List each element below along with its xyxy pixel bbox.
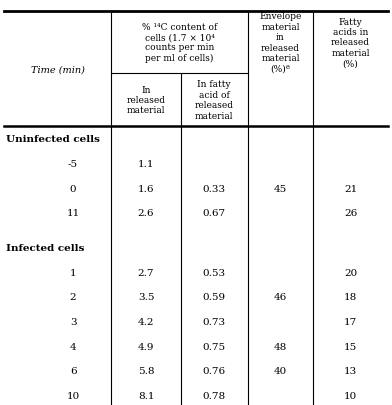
Text: 45: 45 [274,184,287,193]
Text: 0.73: 0.73 [203,317,226,326]
Text: 20: 20 [344,268,357,277]
Text: Envelope
material
in
released
material
(%)ª: Envelope material in released material (… [260,12,302,73]
Text: 8.1: 8.1 [138,391,154,400]
Text: 2: 2 [70,292,76,301]
Text: 11: 11 [66,209,80,218]
Text: 1.1: 1.1 [138,160,154,168]
Text: Uninfected cells: Uninfected cells [6,135,100,144]
Text: 0.75: 0.75 [203,342,226,351]
Text: Time (min): Time (min) [31,65,85,74]
Text: 5.8: 5.8 [138,366,154,375]
Text: 10: 10 [344,391,357,400]
Text: 1: 1 [70,268,76,277]
Text: 0: 0 [70,184,76,193]
Text: 1.6: 1.6 [138,184,154,193]
Text: In fatty
acid of
released
material: In fatty acid of released material [195,80,234,120]
Text: -5: -5 [68,160,78,168]
Text: Fatty
acids in
released
material
(%): Fatty acids in released material (%) [331,17,370,68]
Text: 0.76: 0.76 [203,366,226,375]
Text: 0.59: 0.59 [203,292,226,301]
Text: 40: 40 [274,366,287,375]
Text: 18: 18 [344,292,357,301]
Text: 15: 15 [344,342,357,351]
Text: In
released
material: In released material [127,85,165,115]
Text: 46: 46 [274,292,287,301]
Text: 0.67: 0.67 [203,209,226,218]
Text: 4: 4 [70,342,76,351]
Text: 0.53: 0.53 [203,268,226,277]
Text: 2.6: 2.6 [138,209,154,218]
Text: 17: 17 [344,317,357,326]
Text: 48: 48 [274,342,287,351]
Text: 0.78: 0.78 [203,391,226,400]
Text: 10: 10 [66,391,80,400]
Text: 6: 6 [70,366,76,375]
Text: 26: 26 [344,209,357,218]
Text: 2.7: 2.7 [138,268,154,277]
Text: Infected cells: Infected cells [6,243,84,252]
Text: 21: 21 [344,184,357,193]
Text: 3: 3 [70,317,76,326]
Text: 13: 13 [344,366,357,375]
Text: 4.9: 4.9 [138,342,154,351]
Text: % ¹⁴C content of
cells (1.7 × 10⁴
counts per min
per ml of cells): % ¹⁴C content of cells (1.7 × 10⁴ counts… [142,23,217,63]
Text: 3.5: 3.5 [138,292,154,301]
Text: 4.2: 4.2 [138,317,154,326]
Text: 0.33: 0.33 [203,184,226,193]
